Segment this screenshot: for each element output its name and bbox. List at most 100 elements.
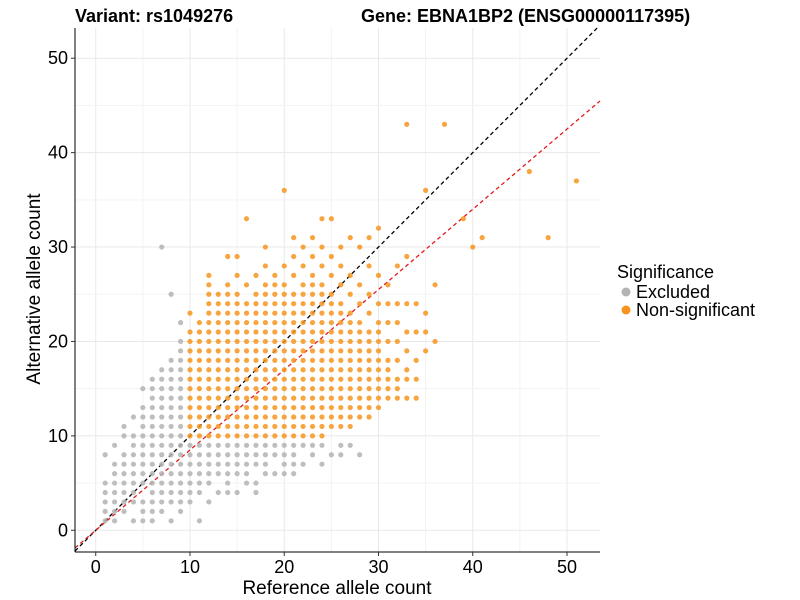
point-excluded	[168, 442, 174, 448]
point-non-significant	[291, 386, 297, 392]
point-non-significant	[262, 367, 268, 373]
point-excluded	[111, 442, 118, 448]
point-non-significant	[281, 301, 287, 307]
point-non-significant	[357, 386, 363, 392]
point-non-significant	[281, 310, 287, 316]
point-non-significant	[328, 338, 334, 345]
point-excluded	[159, 367, 165, 373]
point-non-significant	[253, 376, 259, 382]
point-non-significant	[187, 423, 193, 430]
point-non-significant	[309, 423, 316, 430]
point-excluded	[206, 499, 212, 505]
point-non-significant	[272, 386, 278, 392]
point-excluded	[121, 423, 127, 430]
point-non-significant	[309, 348, 316, 354]
point-non-significant	[243, 338, 250, 345]
grid	[75, 28, 600, 552]
point-non-significant	[206, 414, 212, 420]
point-non-significant	[225, 329, 231, 335]
point-non-significant	[300, 367, 306, 373]
point-excluded	[149, 404, 155, 411]
point-non-significant	[366, 338, 372, 345]
point-non-significant	[234, 253, 240, 260]
point-non-significant	[385, 338, 391, 345]
point-non-significant	[357, 329, 363, 335]
point-non-significant	[281, 404, 287, 411]
point-non-significant	[413, 329, 419, 335]
point-excluded	[281, 442, 287, 448]
point-non-significant	[225, 395, 231, 401]
point-non-significant	[328, 348, 334, 354]
point-non-significant	[196, 357, 203, 363]
point-non-significant	[328, 291, 334, 297]
point-non-significant	[187, 433, 193, 439]
point-non-significant	[385, 376, 391, 382]
point-non-significant	[300, 376, 306, 382]
point-excluded	[168, 433, 174, 439]
point-non-significant	[375, 329, 382, 335]
point-excluded	[196, 518, 203, 524]
point-excluded	[177, 357, 184, 363]
point-non-significant	[225, 310, 231, 316]
point-non-significant	[394, 263, 400, 269]
point-non-significant	[366, 329, 372, 335]
point-non-significant	[338, 282, 344, 288]
point-non-significant	[243, 348, 250, 354]
point-non-significant	[243, 414, 250, 420]
point-excluded	[140, 461, 146, 467]
point-non-significant	[253, 301, 259, 307]
point-non-significant	[291, 357, 297, 363]
point-non-significant	[243, 319, 250, 326]
point-non-significant	[262, 414, 268, 420]
point-non-significant	[272, 338, 278, 345]
point-non-significant	[366, 310, 372, 316]
point-excluded	[177, 499, 184, 505]
point-non-significant	[328, 272, 334, 278]
point-excluded	[168, 404, 174, 411]
point-non-significant	[357, 376, 363, 382]
point-non-significant	[573, 178, 580, 184]
point-excluded	[168, 414, 174, 420]
point-non-significant	[328, 301, 334, 307]
point-non-significant	[291, 319, 297, 326]
point-excluded	[177, 442, 184, 448]
point-non-significant	[300, 310, 306, 316]
point-excluded	[243, 480, 250, 486]
point-non-significant	[262, 386, 268, 392]
point-non-significant	[366, 263, 372, 269]
point-non-significant	[206, 310, 212, 316]
point-non-significant	[281, 414, 287, 420]
point-excluded	[225, 461, 231, 467]
point-excluded	[140, 518, 146, 524]
point-non-significant	[319, 376, 325, 382]
point-non-significant	[272, 348, 278, 354]
point-non-significant	[347, 348, 353, 354]
point-non-significant	[309, 282, 316, 288]
point-excluded	[168, 471, 174, 477]
point-excluded	[177, 489, 184, 496]
point-non-significant	[262, 395, 268, 401]
point-non-significant	[347, 414, 353, 420]
point-excluded	[328, 452, 334, 458]
point-non-significant	[375, 319, 382, 326]
point-non-significant	[291, 338, 297, 345]
point-non-significant	[319, 319, 325, 326]
point-non-significant	[328, 404, 334, 411]
point-non-significant	[262, 357, 268, 363]
point-non-significant	[262, 310, 268, 316]
point-non-significant	[206, 357, 212, 363]
point-non-significant	[187, 386, 193, 392]
point-excluded	[243, 452, 250, 458]
point-non-significant	[338, 376, 344, 382]
point-non-significant	[375, 338, 382, 345]
point-non-significant	[319, 329, 325, 335]
y-axis-title: Alternative allele count	[24, 193, 45, 385]
point-non-significant	[338, 404, 344, 411]
point-excluded	[281, 471, 287, 477]
point-non-significant	[262, 319, 268, 326]
point-non-significant	[253, 319, 259, 326]
point-non-significant	[291, 235, 297, 241]
point-non-significant	[187, 357, 193, 363]
point-non-significant	[338, 263, 344, 269]
point-non-significant	[225, 319, 231, 326]
